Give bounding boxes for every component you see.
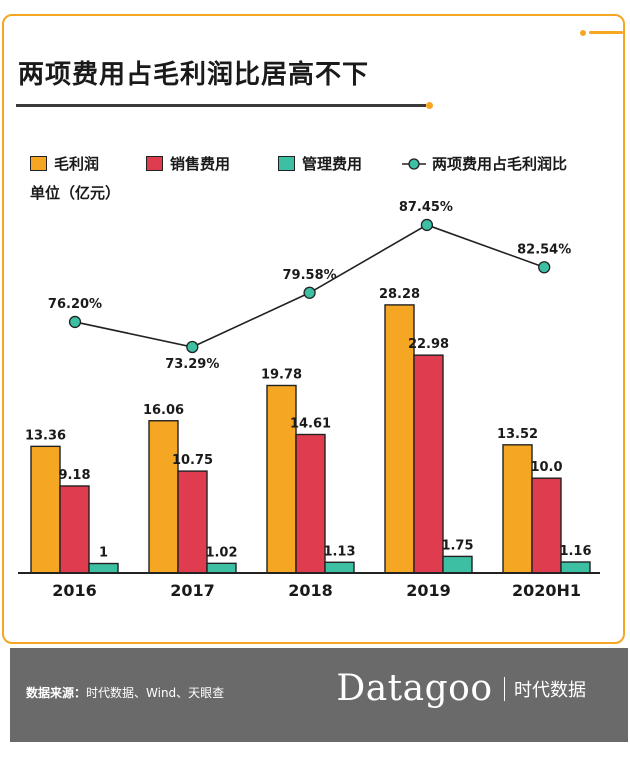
legend-label-ratio: 两项费用占毛利润比: [432, 155, 568, 173]
bar-sales-expense-4: [531, 477, 562, 574]
value-label-sales-expense-1: 10.75: [172, 453, 213, 468]
footer: 数据来源：时代数据、Wind、天眼查 Datagoo 时代数据: [10, 648, 628, 742]
bar-sales-expense-1: [177, 470, 208, 574]
legend-label-admin-expense: 管理费用: [302, 155, 363, 173]
value-label-gross-profit-0: 13.36: [25, 428, 66, 443]
bar-gross-profit-0: [30, 445, 61, 574]
ratio-marker-0: [68, 315, 82, 329]
brand-logo-cn: 时代数据: [514, 679, 586, 701]
legend-item-ratio: 两项费用占毛利润比: [402, 153, 567, 174]
ratio-label-4: 82.54%: [517, 242, 571, 257]
value-label-sales-expense-0: 9.18: [58, 468, 90, 483]
ratio-marker-1: [186, 340, 199, 354]
value-label-admin-expense-4: 1.16: [559, 544, 591, 559]
bar-sales-expense-2: [295, 433, 326, 574]
bar-admin-expense-1: [206, 562, 237, 574]
data-source-text: 时代数据、Wind、天眼查: [86, 686, 225, 700]
legend-label-sales-expense: 销售费用: [170, 155, 231, 173]
bar-gross-profit-2: [266, 384, 297, 574]
ratio-marker-4: [538, 261, 551, 274]
bar-sales-expense-0: [59, 485, 90, 574]
legend-swatch-sales-expense: [146, 156, 163, 171]
data-source: 数据来源：时代数据、Wind、天眼查: [26, 684, 224, 701]
chart-title: 两项费用占毛利润比居高不下: [18, 60, 370, 90]
bar-admin-expense-2: [324, 561, 355, 574]
x-tick-label-1: 2017: [170, 581, 215, 600]
chart-plot: 13.36 16.06 19.78 28.28 13.52 9.18 10.75 14.61 2…: [18, 200, 600, 600]
x-tick-label-0: 2016: [52, 581, 97, 600]
bar-admin-expense-3: [442, 555, 473, 574]
value-label-gross-profit-4: 13.52: [497, 427, 538, 442]
value-label-admin-expense-0: 1: [99, 546, 108, 561]
bar-gross-profit-1: [148, 420, 179, 574]
bar-admin-expense-4: [560, 561, 591, 574]
brand-logo-name: Datagoo: [336, 668, 493, 709]
value-label-gross-profit-1: 16.06: [143, 403, 184, 418]
x-tick-label-4: 2020H1: [512, 581, 581, 600]
corner-dot-decoration: [580, 30, 586, 36]
brand: Datagoo 时代数据: [336, 668, 586, 709]
value-label-admin-expense-2: 1.13: [323, 544, 355, 559]
legend-label-gross-profit: 毛利润: [54, 155, 100, 173]
corner-line-decoration: [589, 31, 623, 34]
title-underline: [16, 104, 426, 107]
value-label-sales-expense-3: 22.98: [408, 337, 449, 352]
ratio-label-3: 87.45%: [399, 200, 453, 215]
value-label-sales-expense-2: 14.61: [290, 416, 331, 431]
value-label-sales-expense-4: 10.0: [530, 460, 562, 475]
bar-sales-expense-3: [413, 354, 444, 574]
value-label-gross-profit-2: 19.78: [261, 367, 302, 382]
value-label-gross-profit-3: 28.28: [379, 287, 420, 302]
data-source-label: 数据来源：: [26, 686, 87, 700]
bar-gross-profit-4: [502, 444, 533, 574]
title-underline-dot: [426, 102, 433, 109]
ratio-line: [74, 224, 545, 348]
brand-separator: [503, 676, 505, 701]
legend-swatch-admin-expense: [278, 156, 295, 171]
value-label-admin-expense-1: 1.02: [205, 545, 237, 560]
value-label-admin-expense-3: 1.75: [441, 538, 473, 553]
ratio-label-2: 79.58%: [283, 268, 337, 283]
legend-swatch-ratio: [402, 157, 426, 170]
legend-swatch-gross-profit: [30, 156, 47, 171]
legend-item-admin-expense: 管理费用: [278, 153, 362, 174]
ratio-label-0: 76.20%: [48, 297, 102, 312]
x-tick-label-2: 2018: [288, 581, 333, 600]
bar-admin-expense-0: [88, 562, 119, 574]
x-tick-label-3: 2019: [406, 581, 451, 600]
ratio-marker-3: [420, 218, 434, 232]
ratio-label-1: 73.29%: [165, 357, 219, 372]
legend-item-gross-profit: 毛利润: [30, 153, 99, 174]
legend-item-sales-expense: 销售费用: [146, 153, 230, 174]
ratio-marker-2: [303, 286, 316, 299]
unit-label: 单位（亿元）: [30, 184, 121, 202]
